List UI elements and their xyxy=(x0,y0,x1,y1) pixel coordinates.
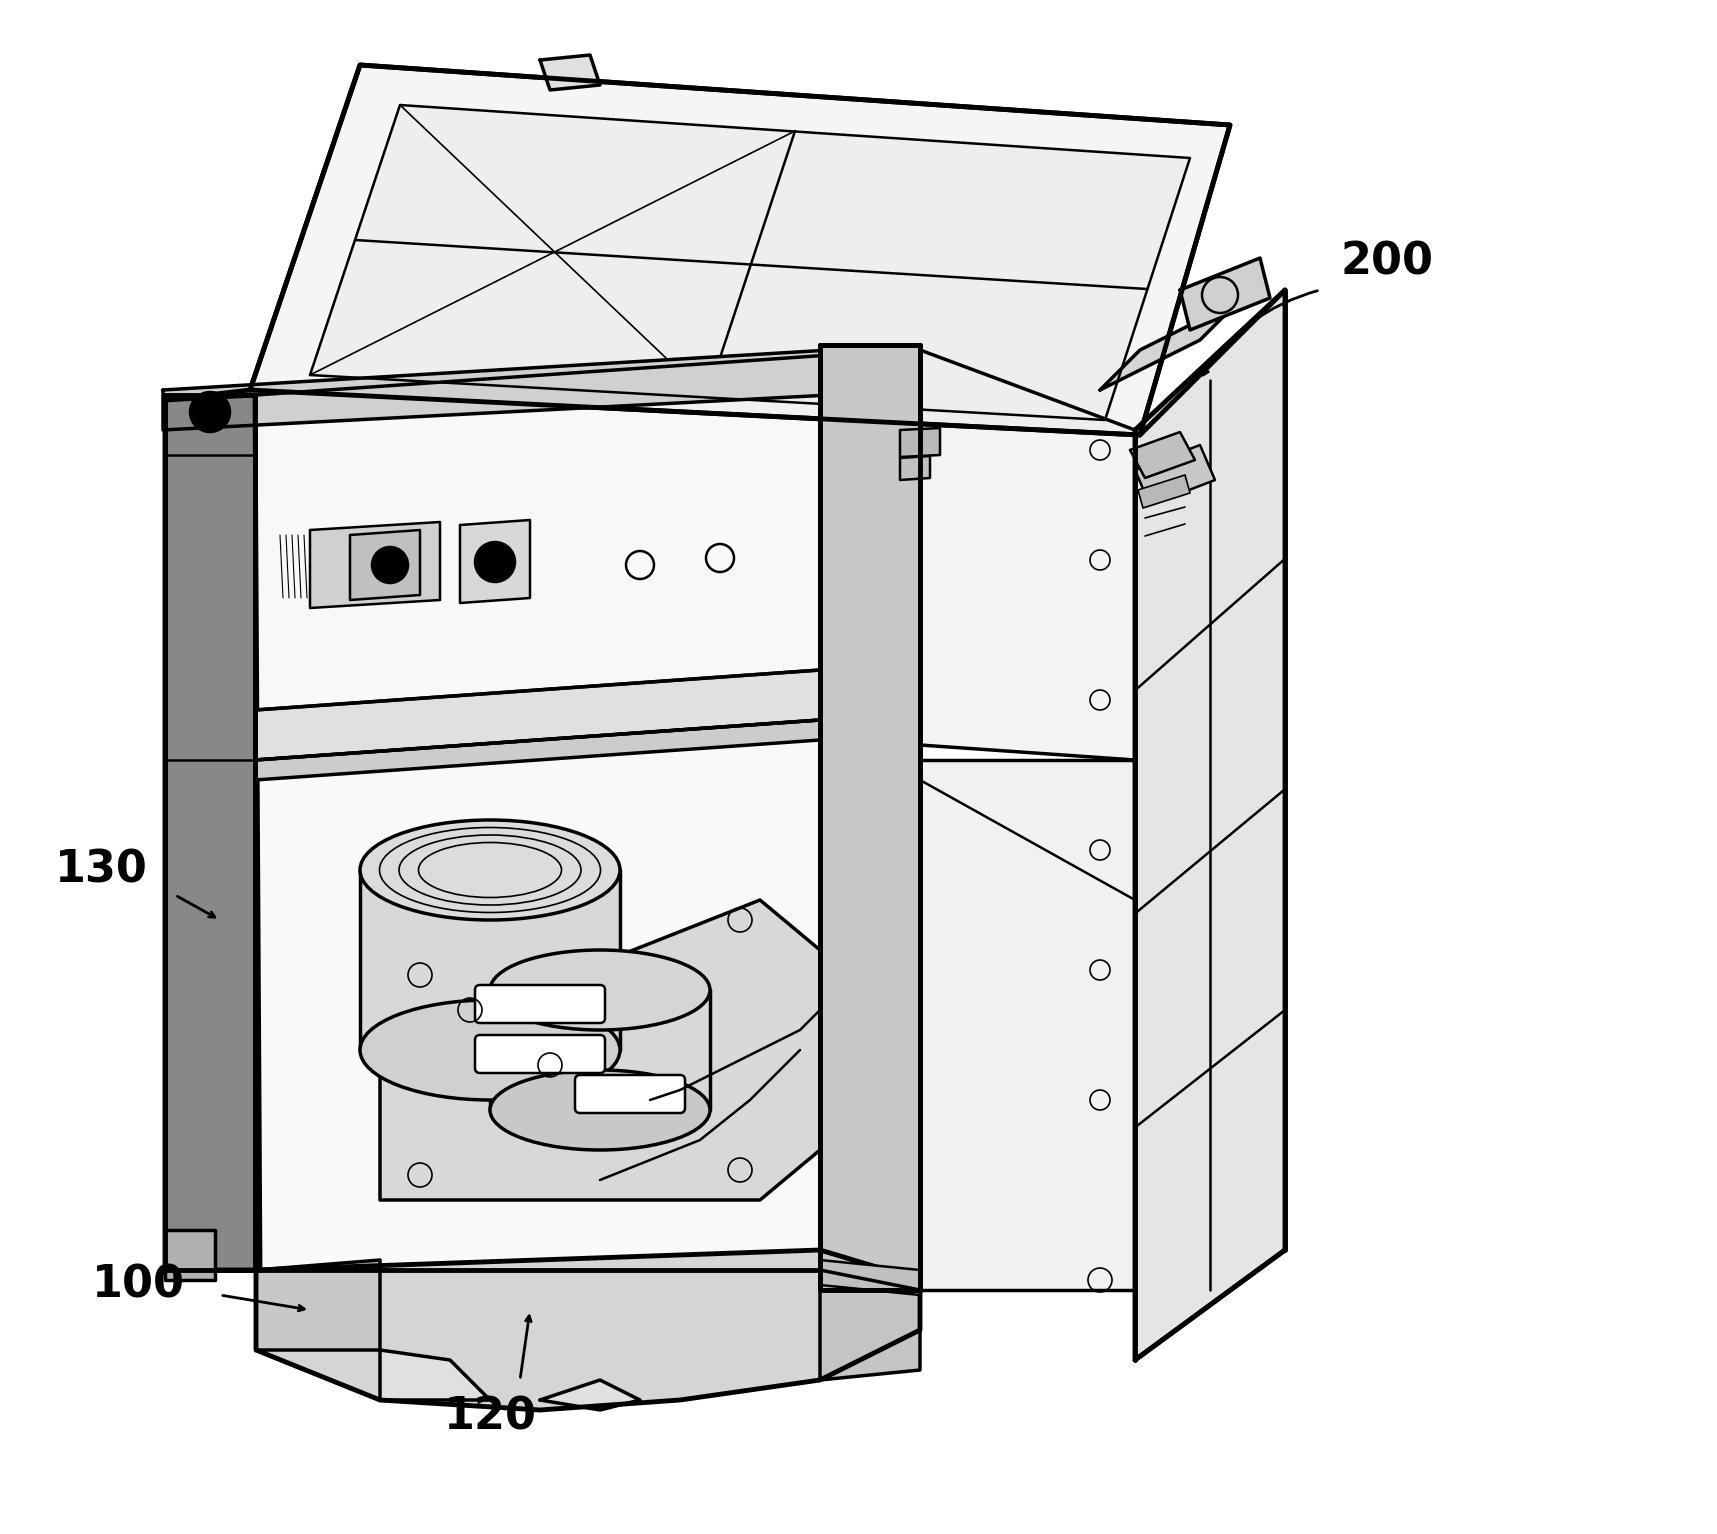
Circle shape xyxy=(373,548,409,583)
Polygon shape xyxy=(256,719,821,779)
Circle shape xyxy=(191,393,230,433)
FancyBboxPatch shape xyxy=(476,985,604,1023)
Polygon shape xyxy=(165,1230,215,1279)
Polygon shape xyxy=(251,64,1229,436)
Polygon shape xyxy=(821,1259,920,1295)
Polygon shape xyxy=(900,428,939,457)
FancyBboxPatch shape xyxy=(575,1075,685,1114)
Polygon shape xyxy=(1180,258,1271,330)
Ellipse shape xyxy=(489,950,711,1029)
Polygon shape xyxy=(379,900,821,1200)
Polygon shape xyxy=(541,55,599,91)
FancyBboxPatch shape xyxy=(476,1035,604,1072)
Text: 100: 100 xyxy=(93,1264,185,1307)
Text: 130: 130 xyxy=(55,848,148,891)
Polygon shape xyxy=(256,670,821,759)
Polygon shape xyxy=(920,350,1135,759)
Polygon shape xyxy=(541,1381,640,1410)
Polygon shape xyxy=(256,354,829,759)
Circle shape xyxy=(476,542,515,581)
Polygon shape xyxy=(165,394,259,1270)
Polygon shape xyxy=(900,456,931,480)
Polygon shape xyxy=(163,350,829,430)
Text: 120: 120 xyxy=(443,1394,536,1437)
Polygon shape xyxy=(311,104,1190,420)
Polygon shape xyxy=(256,1250,920,1410)
Polygon shape xyxy=(350,531,421,600)
Polygon shape xyxy=(311,522,440,607)
Text: 200: 200 xyxy=(1339,241,1434,284)
Polygon shape xyxy=(165,394,256,1270)
Polygon shape xyxy=(460,520,531,603)
Polygon shape xyxy=(489,989,711,1111)
Polygon shape xyxy=(379,1350,489,1401)
Polygon shape xyxy=(1135,290,1284,1361)
Polygon shape xyxy=(1101,301,1240,390)
Polygon shape xyxy=(821,1250,920,1381)
Polygon shape xyxy=(821,345,920,1290)
Polygon shape xyxy=(920,759,1135,1290)
Ellipse shape xyxy=(361,821,620,920)
Polygon shape xyxy=(256,719,920,1290)
Polygon shape xyxy=(1130,433,1195,479)
Polygon shape xyxy=(1138,476,1190,508)
Ellipse shape xyxy=(489,1071,711,1150)
Polygon shape xyxy=(1135,445,1216,505)
Ellipse shape xyxy=(361,1000,620,1100)
Polygon shape xyxy=(256,1259,379,1350)
Polygon shape xyxy=(361,870,620,1049)
